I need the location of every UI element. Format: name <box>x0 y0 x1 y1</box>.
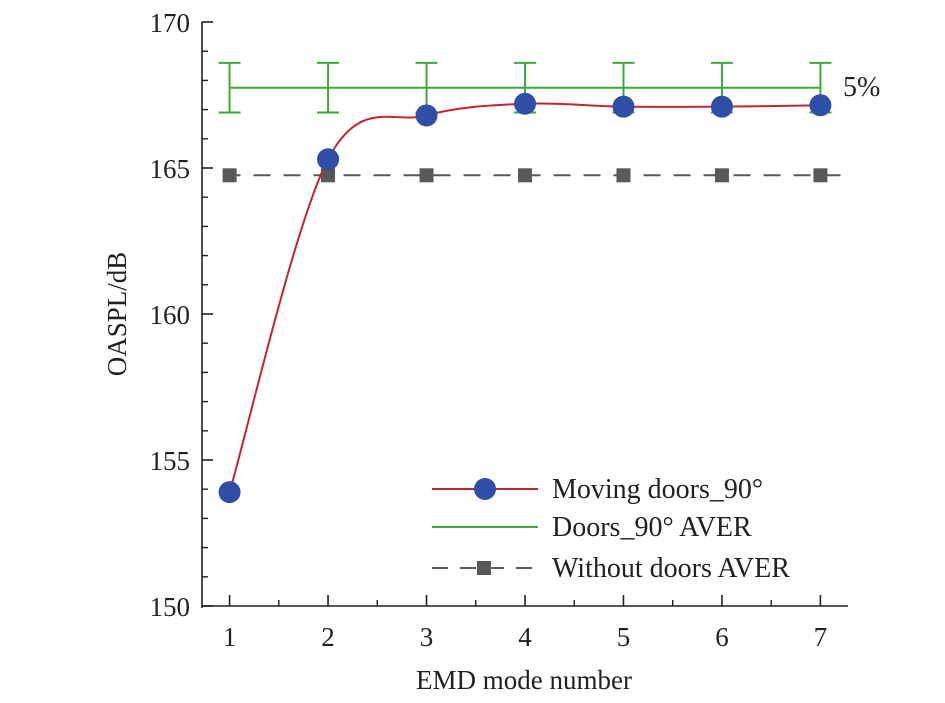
x-tick-label: 6 <box>715 622 729 652</box>
moving-doors-marker <box>710 95 733 118</box>
x-tick-label: 3 <box>420 622 434 652</box>
legend-label-doors-aver: Doors_90° AVER <box>552 512 752 543</box>
without-doors-marker <box>419 168 434 183</box>
legend-marker-square <box>477 561 491 575</box>
legend-marker-circle <box>474 478 496 500</box>
x-tick-label: 2 <box>321 622 335 652</box>
without-doors-marker <box>714 168 729 183</box>
annotation-5-percent: 5% <box>843 72 880 103</box>
moving-doors-marker <box>218 481 241 504</box>
legend-item-without-doors: Without doors AVER <box>432 553 790 584</box>
legend: Moving doors_90° Doors_90° AVER Without … <box>432 474 790 584</box>
y-tick-label: 155 <box>150 446 191 476</box>
y-tick-label: 150 <box>150 592 191 622</box>
moving-doors-marker <box>514 92 536 115</box>
legend-item-moving-doors: Moving doors_90° <box>432 474 763 505</box>
moving-doors-marker <box>317 148 340 171</box>
without-doors-marker <box>222 168 237 183</box>
y-tick-label: 160 <box>150 300 191 330</box>
moving-doors-marker <box>415 104 438 127</box>
legend-item-doors-aver: Doors_90° AVER <box>432 512 752 543</box>
y-ticks: 150 155 160 165 170 <box>150 8 213 622</box>
series-layer <box>218 61 848 504</box>
legend-label-moving-doors: Moving doors_90° <box>552 474 763 505</box>
doors-aver-errorbar <box>218 61 241 114</box>
without-doors-marker <box>518 168 532 183</box>
y-axis-title: OASPL/dB <box>102 252 132 377</box>
moving-doors-marker <box>612 95 635 118</box>
moving-doors-marker <box>809 94 832 117</box>
without-doors-marker <box>321 168 336 183</box>
x-tick-label: 4 <box>518 622 532 652</box>
y-tick-label: 165 <box>150 154 191 184</box>
without-doors-marker <box>616 168 631 183</box>
doors-aver-errorbar <box>317 61 340 114</box>
x-tick-label: 1 <box>223 622 237 652</box>
legend-label-without-doors: Without doors AVER <box>552 553 790 584</box>
without-doors-marker <box>813 168 828 183</box>
x-axis-title: EMD mode number <box>416 665 632 695</box>
x-ticks: 1 2 3 4 5 6 7 <box>223 595 827 652</box>
y-tick-label: 170 <box>150 8 191 38</box>
x-tick-label: 5 <box>617 622 631 652</box>
x-tick-label: 7 <box>814 622 828 652</box>
